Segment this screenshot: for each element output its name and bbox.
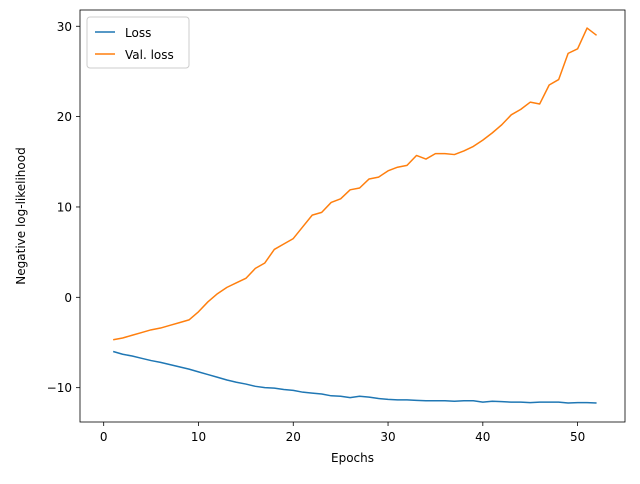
x-tick-label: 20 <box>286 430 301 444</box>
plot-frame <box>79 9 626 423</box>
x-tick-label: 10 <box>191 430 206 444</box>
y-tick-label: 0 <box>64 291 72 305</box>
y-tick-label: 10 <box>57 200 72 214</box>
legend-label-val-loss: Val. loss <box>125 48 174 62</box>
x-tick-label: 40 <box>475 430 490 444</box>
x-tick-label: 30 <box>380 430 395 444</box>
x-tick-label: 50 <box>570 430 585 444</box>
series-line-val-loss <box>113 27 598 341</box>
y-axis-ticks: −10 0 10 20 30 <box>47 20 80 395</box>
x-tick-label: 0 <box>100 430 108 444</box>
x-axis-ticks: 0 10 20 30 40 50 <box>100 422 585 444</box>
series-line-loss <box>112 350 597 404</box>
legend-label-loss: Loss <box>125 26 151 40</box>
y-tick-label: 20 <box>57 110 72 124</box>
x-axis-label: Epochs <box>331 451 374 465</box>
y-tick-label: 30 <box>57 20 72 34</box>
y-tick-label: −10 <box>47 381 72 395</box>
y-axis-label: Negative log-likelihood <box>14 147 28 284</box>
series-layer <box>112 27 598 404</box>
legend-frame <box>86 16 190 69</box>
legend: Loss Val. loss <box>86 16 190 69</box>
